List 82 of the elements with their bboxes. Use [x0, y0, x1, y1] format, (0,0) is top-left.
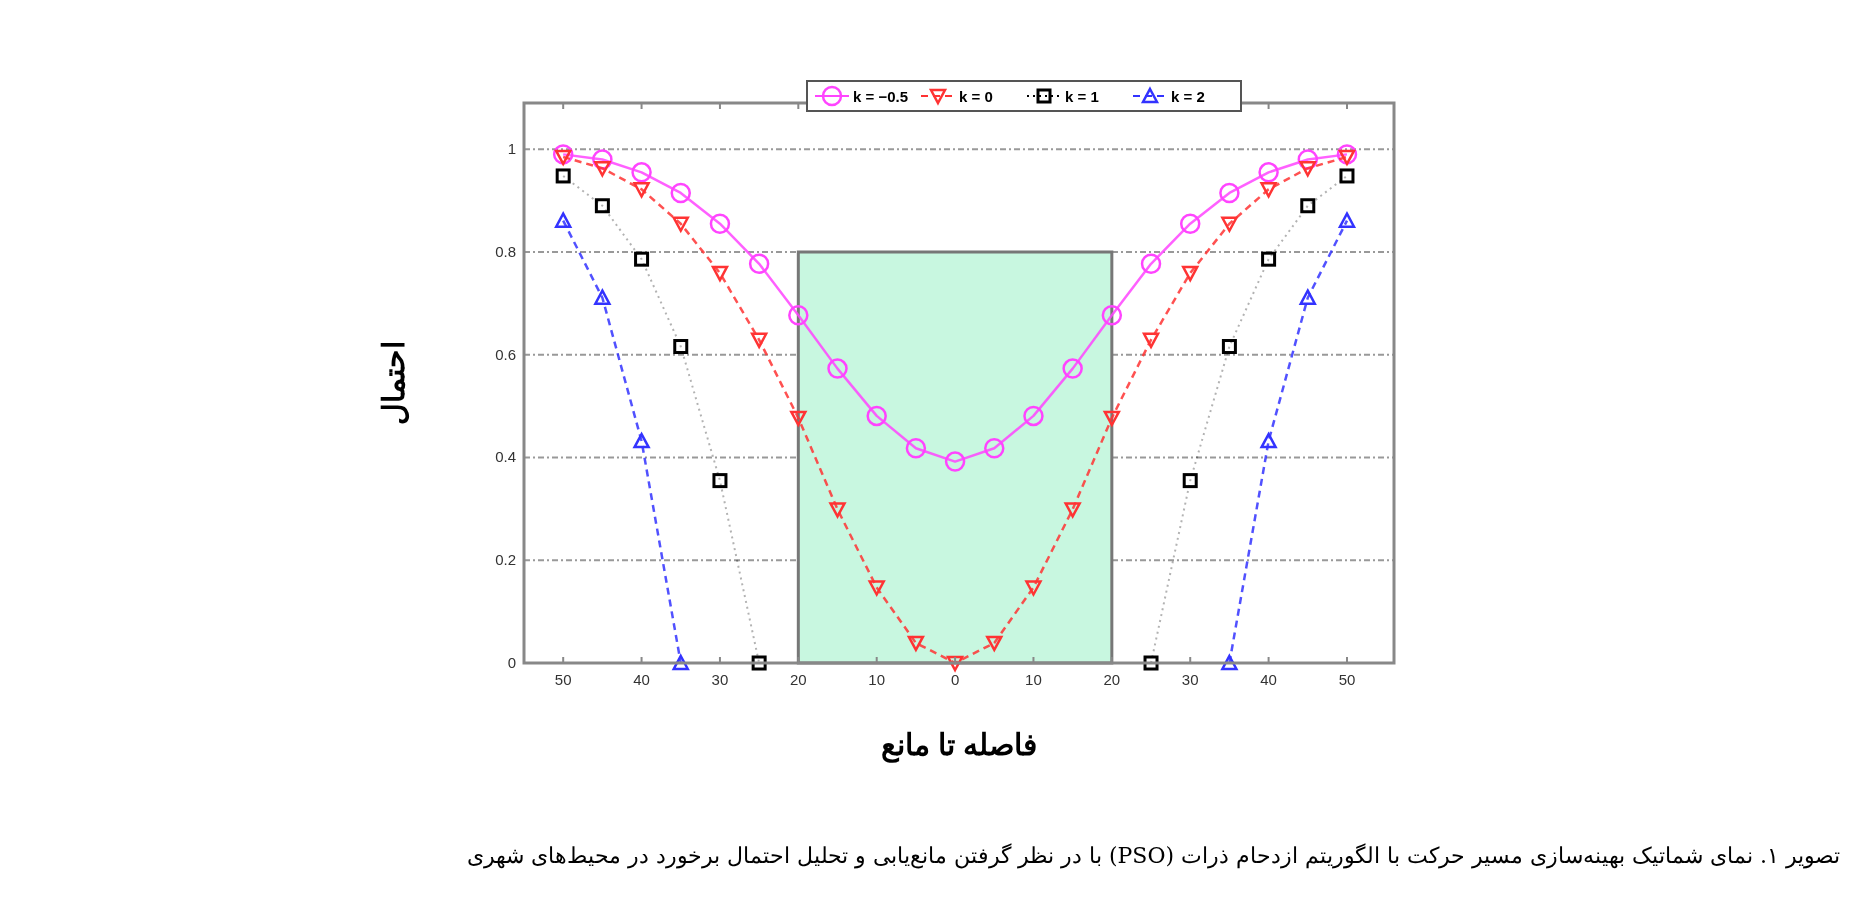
point [1221, 339, 1237, 355]
y-tick-label: 0.2 [495, 551, 516, 569]
point [866, 405, 887, 427]
x-tick-label: 10 [868, 671, 886, 688]
point [672, 654, 690, 671]
y-tick-label: 0.4 [495, 448, 516, 466]
point [1299, 289, 1317, 305]
text: تصویر ۱. نمای شماتیک بهینه‌سازی مسیر حرکت با الگوریتم ازدحام ذرات (PSO) با در نظر گرفتن مانع‌یابی و تحلیل احتمال برخورد در محیط‌های شهری [467, 843, 1840, 869]
point [594, 289, 611, 305]
legend-label: k = 1 [1065, 88, 1099, 105]
point [1140, 253, 1162, 275]
point [944, 451, 966, 472]
point [1181, 265, 1199, 282]
point [633, 182, 650, 198]
point [1103, 410, 1121, 427]
point [1182, 473, 1198, 489]
x-tick-label: 30 [1181, 671, 1199, 688]
point [907, 635, 925, 652]
point [1260, 432, 1277, 449]
y-tick-label: 0 [507, 654, 516, 671]
point [750, 332, 768, 349]
point [1338, 212, 1356, 228]
point [709, 213, 731, 234]
x-tick-label: 30 [711, 671, 729, 688]
point [1143, 655, 1159, 671]
point [827, 358, 848, 379]
point [986, 635, 1003, 652]
point [1299, 161, 1317, 177]
point [1258, 162, 1279, 183]
point [1062, 358, 1083, 379]
point [711, 265, 729, 282]
point [829, 502, 846, 518]
x-tick-label: 50 [1338, 671, 1356, 688]
point [554, 149, 572, 166]
point [1064, 502, 1081, 518]
y-tick-label: 0.8 [495, 242, 516, 260]
point [1023, 405, 1044, 427]
y-axis-title: احتمال [377, 341, 410, 425]
x-tick-label: 10 [1025, 671, 1042, 688]
point [1219, 182, 1240, 204]
point [1221, 216, 1238, 232]
point [672, 216, 690, 232]
point [748, 253, 770, 275]
point [790, 410, 807, 427]
point [984, 438, 1005, 459]
point [555, 168, 571, 184]
point [1025, 580, 1042, 596]
point [673, 339, 689, 355]
x-tick-label: 40 [633, 671, 650, 688]
point [1339, 168, 1355, 184]
point [1338, 149, 1356, 166]
point [946, 655, 964, 672]
legend-label: k = −0.5 [853, 88, 909, 105]
point [670, 182, 692, 204]
point [631, 162, 652, 183]
x-axis-title: فاصله تا مانع [880, 728, 1038, 763]
point [905, 438, 927, 459]
point [1261, 251, 1277, 267]
point [1179, 213, 1201, 234]
x-tick-label: 20 [789, 671, 807, 688]
point [868, 580, 885, 596]
x-tick-label: 50 [554, 671, 572, 688]
point [554, 212, 572, 228]
point [1260, 182, 1277, 198]
point [1142, 332, 1160, 349]
point [1221, 654, 1238, 671]
x-tick-label: 0 [950, 671, 960, 688]
point [751, 655, 767, 671]
y-tick-label: 0.6 [495, 345, 516, 363]
point [712, 473, 728, 489]
x-tick-label: 40 [1260, 671, 1277, 688]
point [594, 198, 610, 214]
point [633, 432, 650, 449]
x-tick-label: 20 [1103, 671, 1121, 688]
y-tick-label: 1 [507, 140, 516, 158]
point [1300, 198, 1316, 214]
point [634, 251, 650, 267]
legend-label: k = 0 [959, 88, 993, 105]
point [1101, 304, 1123, 326]
legend-label: k = 2 [1171, 88, 1205, 105]
point [594, 161, 611, 177]
point [788, 304, 809, 326]
